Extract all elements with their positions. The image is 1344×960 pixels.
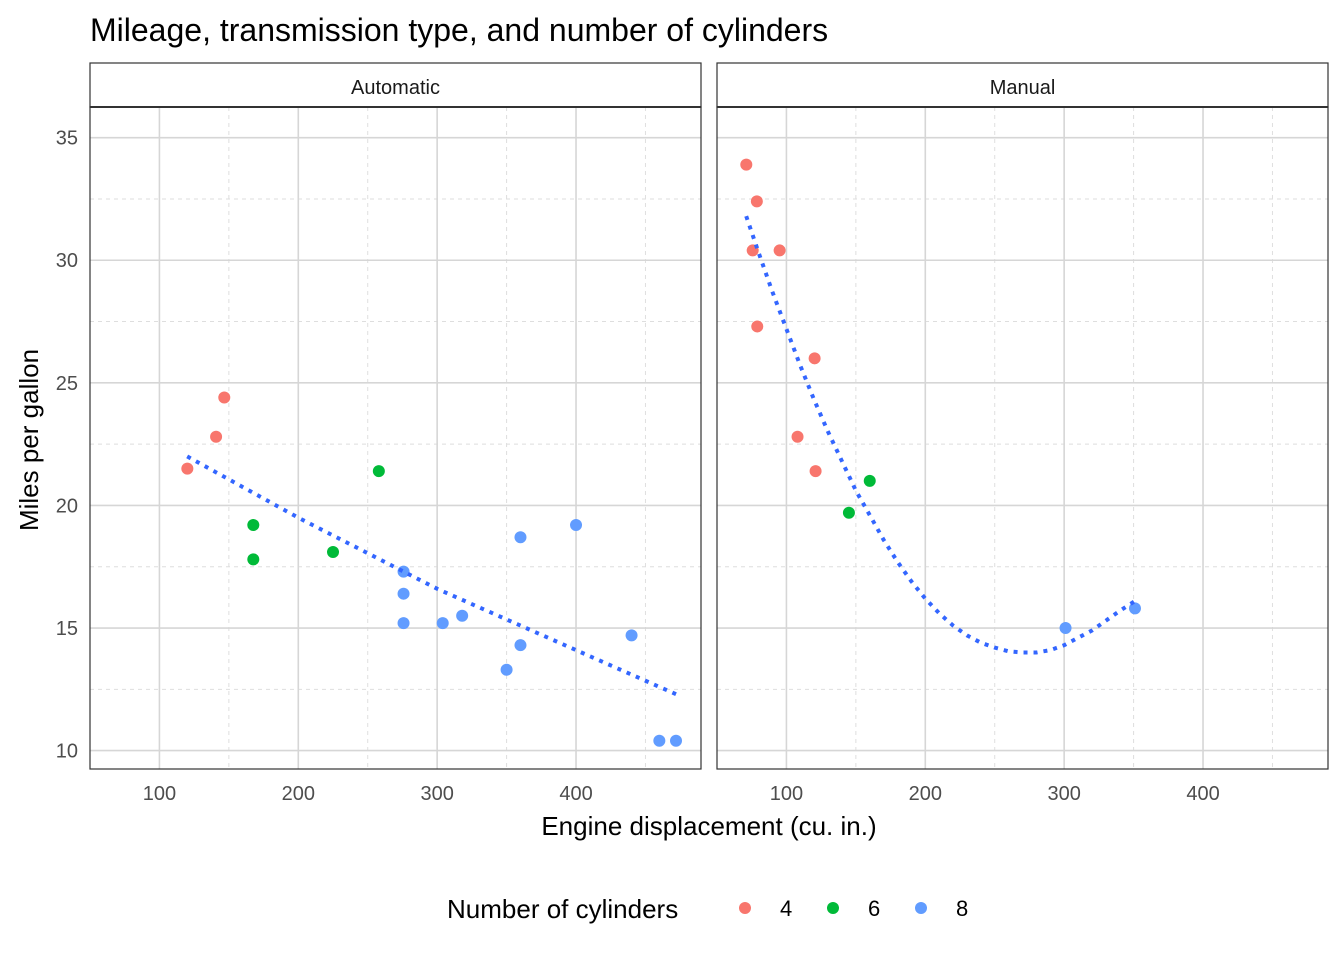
data-point <box>514 531 527 544</box>
trend-line <box>744 215 1137 655</box>
legend-label: 8 <box>956 896 968 921</box>
data-point <box>514 639 527 652</box>
legend-item-6: 6 <box>827 896 880 921</box>
x-tick-label: 100 <box>143 783 176 805</box>
legend-label: 6 <box>868 896 880 921</box>
data-point <box>751 320 764 333</box>
x-tick-label: 200 <box>282 783 315 805</box>
facet-panel-automatic: Automatic <box>89 62 702 770</box>
data-point <box>500 663 513 676</box>
data-points <box>181 391 683 747</box>
facet-strip-label: Manual <box>990 77 1056 99</box>
data-point <box>397 587 410 600</box>
legend: Number of cylinders 4 6 8 <box>447 894 968 924</box>
data-point <box>181 462 194 475</box>
panel-border <box>89 106 702 770</box>
data-point <box>372 465 385 478</box>
panel-border <box>716 106 1329 770</box>
minor-gridlines <box>90 107 701 769</box>
x-tick-label: 300 <box>420 783 453 805</box>
x-tick-label: 100 <box>770 783 803 805</box>
data-point <box>750 195 763 208</box>
facet-strip-label: Automatic <box>351 77 440 99</box>
x-tick-label: 400 <box>1186 783 1219 805</box>
x-tick-label: 400 <box>559 783 592 805</box>
facet-strip-box <box>716 62 1329 108</box>
data-point <box>740 158 753 171</box>
data-point <box>791 430 804 443</box>
data-point <box>210 430 223 443</box>
legend-key <box>915 902 927 914</box>
data-point <box>842 506 855 519</box>
data-point <box>436 617 449 630</box>
data-point <box>570 519 583 532</box>
legend-item-8: 8 <box>915 896 968 921</box>
chart-title: Mileage, transmission type, and number o… <box>90 12 828 48</box>
legend-item-4: 4 <box>739 896 792 921</box>
legend-title: Number of cylinders <box>447 894 678 924</box>
y-tick-label: 35 <box>56 128 78 150</box>
facet-strip-box <box>89 62 702 108</box>
data-point <box>863 474 876 487</box>
data-point <box>1128 602 1141 615</box>
y-tick-label: 30 <box>56 250 78 272</box>
major-gridlines <box>90 107 701 769</box>
x-axis-label: Engine displacement (cu. in.) <box>541 811 876 841</box>
x-tick-label: 300 <box>1047 783 1080 805</box>
y-axis-label: Miles per gallon <box>14 349 44 531</box>
trend-line <box>186 454 677 697</box>
data-point <box>808 352 821 365</box>
major-gridlines <box>717 107 1328 769</box>
data-point <box>456 609 469 622</box>
legend-key <box>827 902 839 914</box>
data-point <box>625 629 638 642</box>
data-point <box>809 465 822 478</box>
y-tick-label: 25 <box>56 373 78 395</box>
data-point <box>218 391 231 404</box>
y-tick-label: 10 <box>56 741 78 763</box>
x-tick-label: 200 <box>909 783 942 805</box>
data-points <box>740 158 1141 635</box>
legend-label: 4 <box>780 896 792 921</box>
data-point <box>670 734 683 747</box>
facet-panels: Automatic Manual <box>89 62 1329 770</box>
facet-panel-manual: Manual <box>716 62 1329 770</box>
data-point <box>327 546 340 559</box>
data-point <box>247 553 260 566</box>
data-point <box>773 244 786 257</box>
minor-gridlines <box>717 107 1328 769</box>
legend-key <box>739 902 751 914</box>
y-axis: 10 15 20 25 30 35 <box>56 128 78 763</box>
data-point <box>1059 622 1072 635</box>
data-point <box>653 734 666 747</box>
y-tick-label: 15 <box>56 618 78 640</box>
y-tick-label: 20 <box>56 495 78 517</box>
x-axis: 100 200 300 400 100 200 300 400 <box>143 783 1220 805</box>
data-point <box>247 519 260 532</box>
data-point <box>397 617 410 630</box>
